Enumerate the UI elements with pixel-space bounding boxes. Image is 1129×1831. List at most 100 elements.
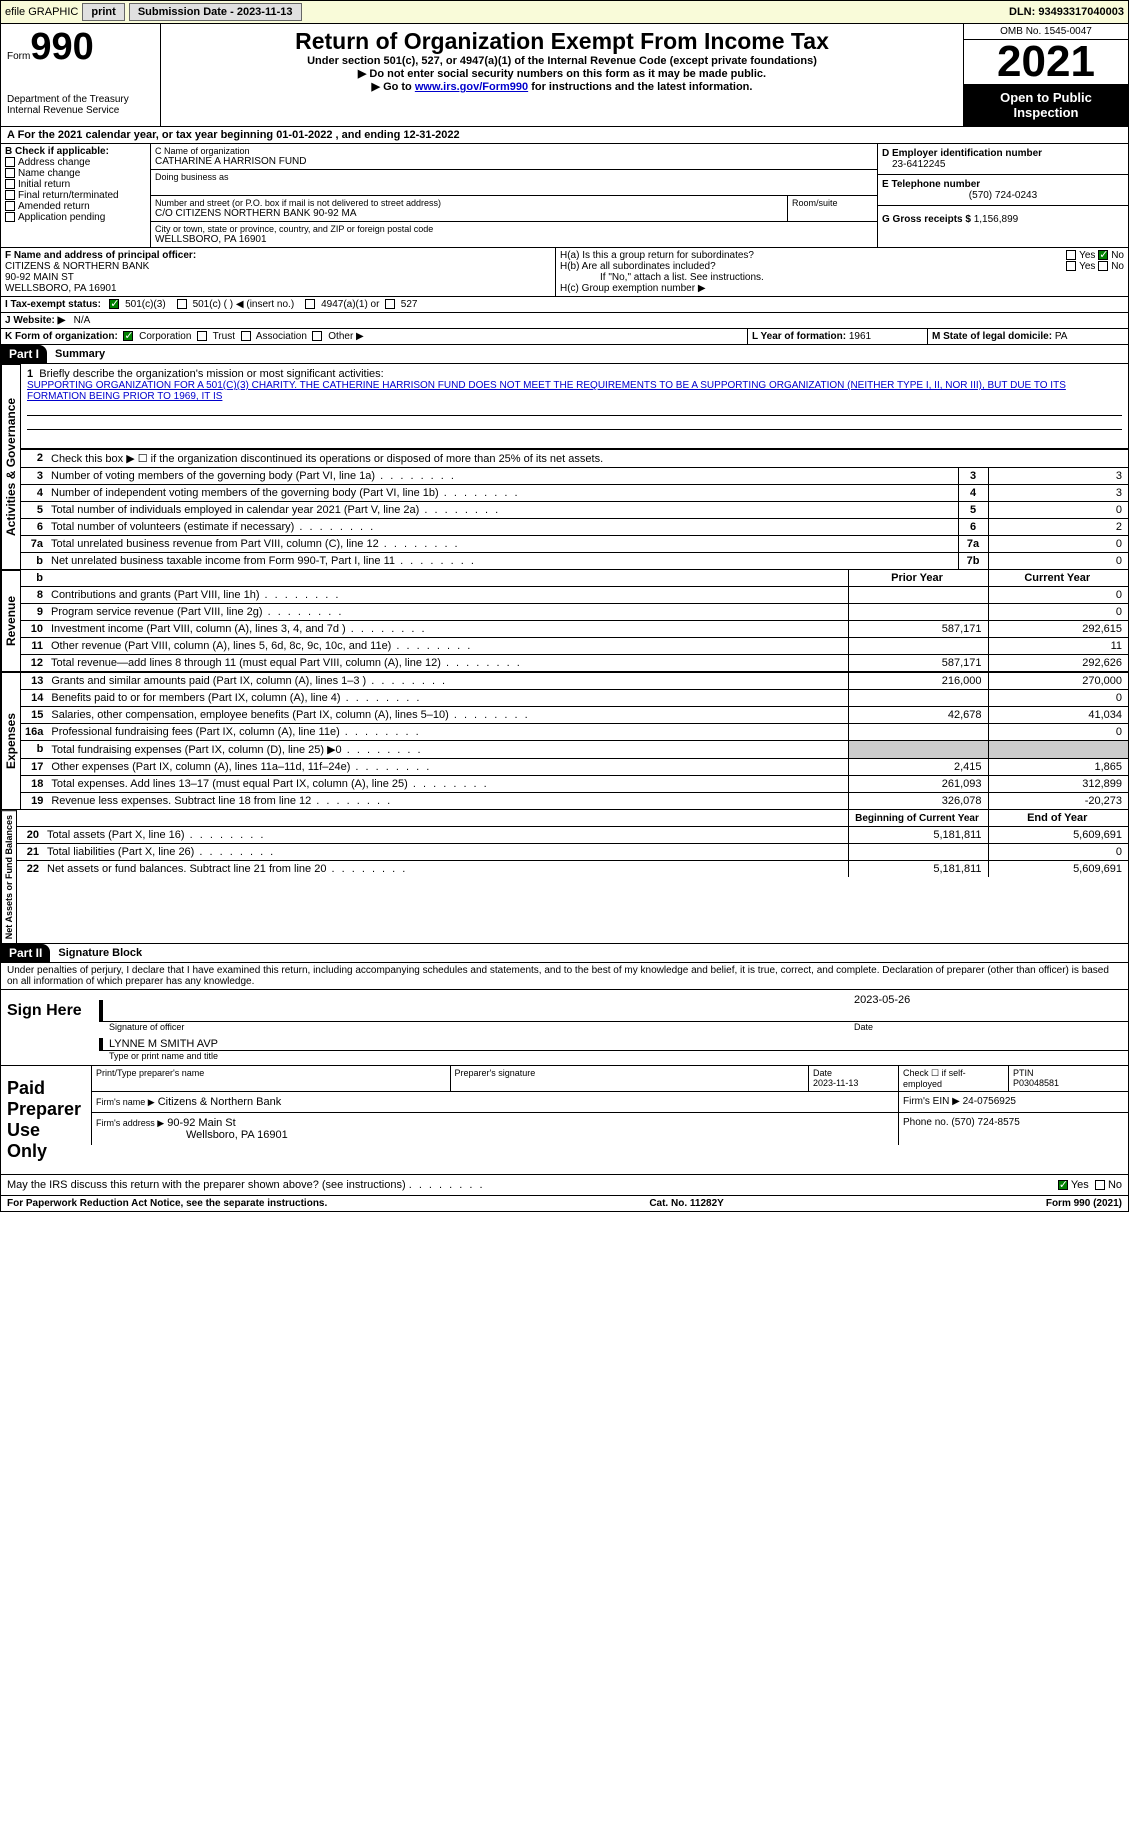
b-final-return[interactable]: Final return/terminated [5, 190, 146, 201]
page-footer: For Paperwork Reduction Act Notice, see … [0, 1196, 1129, 1212]
top-bar: efile GRAPHIC print Submission Date - 20… [0, 0, 1129, 24]
gross-receipts: 1,156,899 [974, 214, 1019, 225]
revenue-lines: 8Contributions and grants (Part VIII, li… [21, 586, 1128, 671]
goto-note: ▶ Go to www.irs.gov/Form990 for instruct… [167, 80, 957, 93]
k-assoc-check[interactable] [241, 331, 251, 341]
phone-value: (570) 724-0243 [882, 190, 1124, 201]
b-amended-return[interactable]: Amended return [5, 201, 146, 212]
ag-table: 2Check this box ▶ ☐ if the organization … [21, 449, 1128, 467]
i-527-check[interactable] [385, 299, 395, 309]
city-label: City or town, state or province, country… [155, 224, 873, 234]
firm-phone-label: Phone no. [903, 1117, 949, 1128]
perjury-text: Under penalties of perjury, I declare th… [0, 963, 1129, 990]
may-irs-row: May the IRS discuss this return with the… [0, 1175, 1129, 1196]
na-header-table: Beginning of Current Year End of Year [17, 810, 1128, 826]
check-self-employed[interactable]: Check ☐ if self-employed [898, 1066, 1008, 1091]
irs-label: Internal Revenue Service [7, 105, 154, 116]
may-irs-no-check[interactable] [1095, 1180, 1105, 1190]
submission-date-button[interactable]: Submission Date - 2023-11-13 [129, 3, 302, 21]
b-address-change[interactable]: Address change [5, 157, 146, 168]
i-527: 527 [401, 299, 418, 310]
b-application-pending[interactable]: Application pending [5, 212, 146, 223]
goto-post: for instructions and the latest informat… [528, 81, 752, 93]
may-irs-yes-check[interactable] [1058, 1180, 1068, 1190]
ptin-value: P03048581 [1013, 1078, 1124, 1088]
may-irs-no: No [1108, 1179, 1122, 1191]
mission-text: SUPPORTING ORGANIZATION FOR A 501(C)(3) … [27, 380, 1122, 402]
j-label: J Website: ▶ [5, 315, 65, 326]
prep-sig-label: Preparer's signature [450, 1066, 809, 1091]
i-4947: 4947(a)(1) or [321, 299, 379, 310]
k-other-check[interactable] [312, 331, 322, 341]
entity-block: B Check if applicable: Address change Na… [0, 144, 1129, 248]
tax-exempt-row: I Tax-exempt status: 501(c)(3) 501(c) ( … [0, 297, 1129, 313]
ssn-note: ▶ Do not enter social security numbers o… [167, 67, 957, 80]
formation-year: 1961 [849, 331, 871, 342]
ha-yes[interactable]: Yes [1079, 250, 1095, 261]
part1-title: Summary [47, 348, 105, 360]
firm-name: Citizens & Northern Bank [158, 1096, 282, 1108]
e-phone-label: E Telephone number [882, 179, 1124, 190]
sign-here-block: Sign Here 2023-05-26 Signature of office… [0, 990, 1129, 1066]
i-4947-check[interactable] [305, 299, 315, 309]
na-cy-header: End of Year [988, 810, 1128, 826]
k-label: K Form of organization: [5, 331, 118, 342]
ha-no[interactable]: No [1111, 250, 1124, 261]
line-15: 15Salaries, other compensation, employee… [21, 707, 1128, 724]
k-trust: Trust [213, 331, 235, 342]
m-label: M State of legal domicile: [932, 331, 1052, 342]
hb-yes[interactable]: Yes [1079, 261, 1095, 272]
org-name: CATHARINE A HARRISON FUND [155, 156, 873, 167]
website-value: N/A [74, 315, 91, 326]
paid-preparer-block: Paid Preparer Use Only Print/Type prepar… [0, 1066, 1129, 1175]
ag-line-5: 5Total number of individuals employed in… [21, 502, 1128, 519]
i-501c3-check[interactable] [109, 299, 119, 309]
b-name-change[interactable]: Name change [5, 168, 146, 179]
officer-typed-name: LYNNE M SMITH AVP [109, 1038, 1128, 1050]
i-501c-check[interactable] [177, 299, 187, 309]
b-initial-return[interactable]: Initial return [5, 179, 146, 190]
netassets-section: Net Assets or Fund Balances Beginning of… [0, 810, 1129, 944]
footer-left: For Paperwork Reduction Act Notice, see … [7, 1198, 327, 1209]
ag-line-b: bNet unrelated business taxable income f… [21, 553, 1128, 570]
netassets-tab: Net Assets or Fund Balances [1, 810, 17, 943]
print-button[interactable]: print [82, 3, 124, 21]
line2: Check this box ▶ ☐ if the organization d… [47, 450, 1128, 468]
k-corp-check[interactable] [123, 331, 133, 341]
addr-label: Number and street (or P.O. box if mail i… [155, 198, 783, 208]
line-b: bTotal fundraising expenses (Part IX, co… [21, 741, 1128, 759]
ha-row: H(a) Is this a group return for subordin… [560, 250, 1124, 261]
revenue-header: b Prior Year Current Year [21, 570, 1128, 586]
domicile-state: PA [1055, 331, 1068, 342]
prep-date: 2023-11-13 [813, 1078, 894, 1088]
sign-here-label: Sign Here [1, 990, 91, 1065]
irs-link[interactable]: www.irs.gov/Form990 [415, 81, 528, 93]
i-label: I Tax-exempt status: [5, 299, 101, 310]
line-10: 10Investment income (Part VIII, column (… [21, 621, 1128, 638]
firm-addr1: 90-92 Main St [167, 1117, 235, 1129]
hb-no[interactable]: No [1111, 261, 1124, 272]
room-label: Room/suite [792, 198, 873, 208]
ag-line-7a: 7aTotal unrelated business revenue from … [21, 536, 1128, 553]
firm-ein-label: Firm's EIN ▶ [903, 1096, 960, 1107]
g-gross-label: G Gross receipts $ [882, 214, 971, 225]
line-17: 17Other expenses (Part IX, column (A), l… [21, 759, 1128, 776]
line-22: 22Net assets or fund balances. Subtract … [17, 861, 1128, 878]
expenses-lines: 13Grants and similar amounts paid (Part … [21, 672, 1128, 809]
cy-header: Current Year [988, 570, 1128, 586]
open-to-public: Open to Public Inspection [964, 84, 1128, 126]
ag-line-3: 3Number of voting members of the governi… [21, 468, 1128, 485]
ag-section: Activities & Governance 1 Briefly descri… [0, 364, 1129, 570]
city-state-zip: WELLSBORO, PA 16901 [155, 234, 873, 245]
firm-name-label: Firm's name ▶ [96, 1097, 155, 1107]
website-row: J Website: ▶ N/A [0, 313, 1129, 329]
revenue-tab: Revenue [1, 570, 21, 671]
k-trust-check[interactable] [197, 331, 207, 341]
py-header: Prior Year [848, 570, 988, 586]
part2-bar: Part II Signature Block [0, 944, 1129, 963]
paid-preparer-label: Paid Preparer Use Only [1, 1066, 91, 1174]
date-label: Date [848, 1022, 1128, 1032]
revenue-section: Revenue b Prior Year Current Year 8Contr… [0, 570, 1129, 672]
part2-title: Signature Block [50, 947, 142, 959]
line-9: 9Program service revenue (Part VIII, lin… [21, 604, 1128, 621]
